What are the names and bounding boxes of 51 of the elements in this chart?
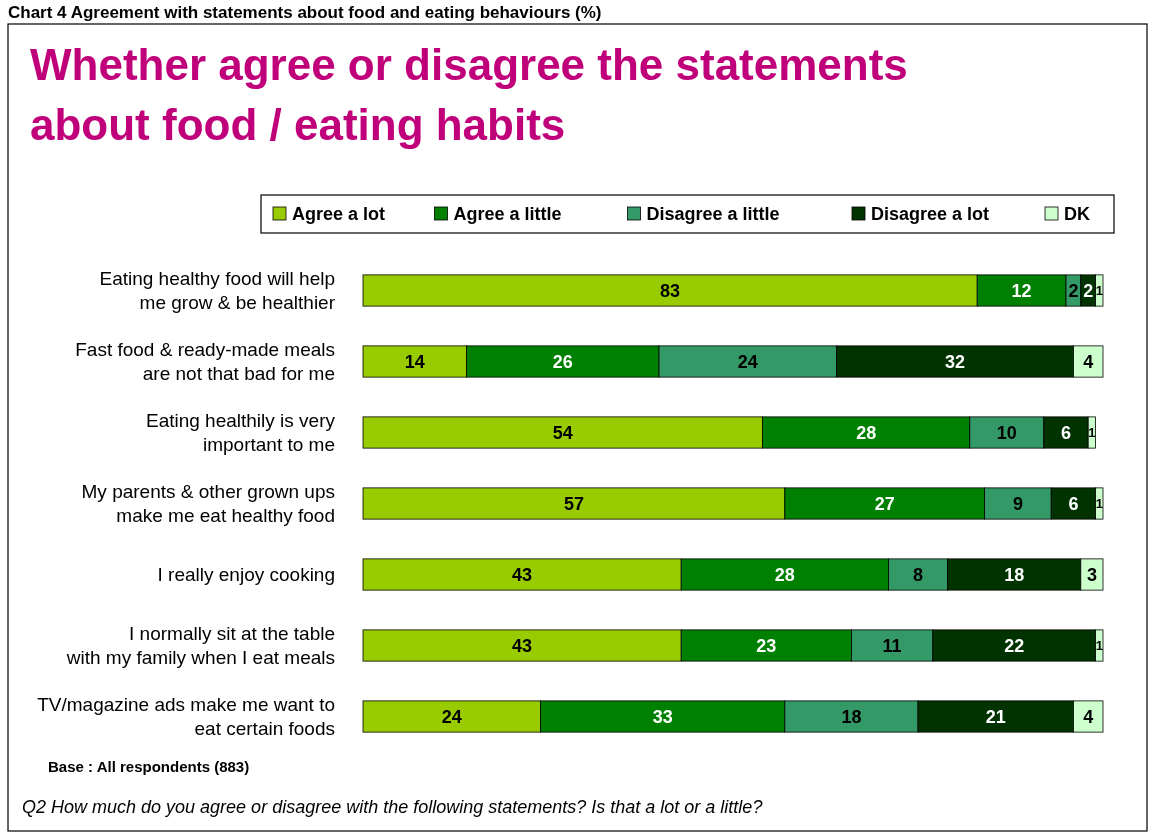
data-label: 12 xyxy=(1011,280,1032,301)
data-label: 33 xyxy=(652,706,673,727)
data-label: 14 xyxy=(404,351,425,372)
data-label: 21 xyxy=(985,706,1006,727)
data-label: 43 xyxy=(512,635,533,656)
text: Base : All respondents (883) xyxy=(48,758,250,775)
data-label: 6 xyxy=(1060,422,1072,443)
data-label: 43 xyxy=(512,564,533,585)
legend-label: Agree a little xyxy=(453,204,562,225)
legend-label: Disagree a lot xyxy=(871,204,990,225)
data-label: 1 xyxy=(1088,425,1096,441)
data-label: 27 xyxy=(874,493,895,514)
data-label: 18 xyxy=(1004,564,1025,585)
data-label: 4 xyxy=(1083,706,1094,727)
data-label: 6 xyxy=(1068,493,1079,514)
data-label: 18 xyxy=(841,706,862,727)
legend-label: DK xyxy=(1064,204,1090,225)
legend-label: Agree a lot xyxy=(292,204,386,225)
data-label: 2 xyxy=(1083,280,1094,301)
data-label: 24 xyxy=(441,706,462,727)
data-label: 1 xyxy=(1095,638,1103,654)
chart-title: Whether agree or disagree the statements about food / eating habits xyxy=(30,40,908,149)
data-label: 3 xyxy=(1086,564,1097,585)
data-label: 28 xyxy=(856,422,877,443)
data-label: 23 xyxy=(756,635,777,656)
y-tick-label: Eating healthily is very important to me xyxy=(145,410,336,456)
data-label: 2 xyxy=(1068,280,1079,301)
y-tick-label: Eating healthy food will help me grow & be healthier xyxy=(99,268,336,314)
text: Q2 How much do you agree or disagree with the following statements? Is that a lot or a little? xyxy=(22,797,763,817)
data-label: 54 xyxy=(552,422,573,443)
data-label: 28 xyxy=(774,564,795,585)
legend-label: Disagree a little xyxy=(646,204,780,225)
data-label: 10 xyxy=(996,422,1017,443)
y-tick-label: My parents & other grown ups make me eat healthy food xyxy=(81,481,335,527)
y-tick-label: Fast food & ready-made meals are not that bad for me xyxy=(75,339,335,385)
data-label: 32 xyxy=(944,351,966,372)
data-label: 57 xyxy=(563,493,584,514)
data-label: 1 xyxy=(1095,496,1103,512)
data-label: 22 xyxy=(1004,635,1025,656)
chart-subtitle: Chart 4 Agreement with statements about food and eating behaviours (%) xyxy=(8,2,602,22)
y-tick-label: TV/magazine ads make me want to eat certain foods xyxy=(37,694,335,740)
data-label: 26 xyxy=(552,351,573,372)
y-tick-label: I really enjoy cooking xyxy=(157,564,335,586)
data-label: 1 xyxy=(1095,283,1103,299)
data-label: 24 xyxy=(737,351,758,372)
data-label: 8 xyxy=(912,564,924,585)
data-label: 83 xyxy=(660,280,681,301)
data-label: 11 xyxy=(882,635,902,656)
data-label: 9 xyxy=(1012,493,1023,514)
y-tick-label: I normally sit at the table with my family when I eat meals xyxy=(65,623,335,669)
data-label: 4 xyxy=(1083,351,1094,372)
